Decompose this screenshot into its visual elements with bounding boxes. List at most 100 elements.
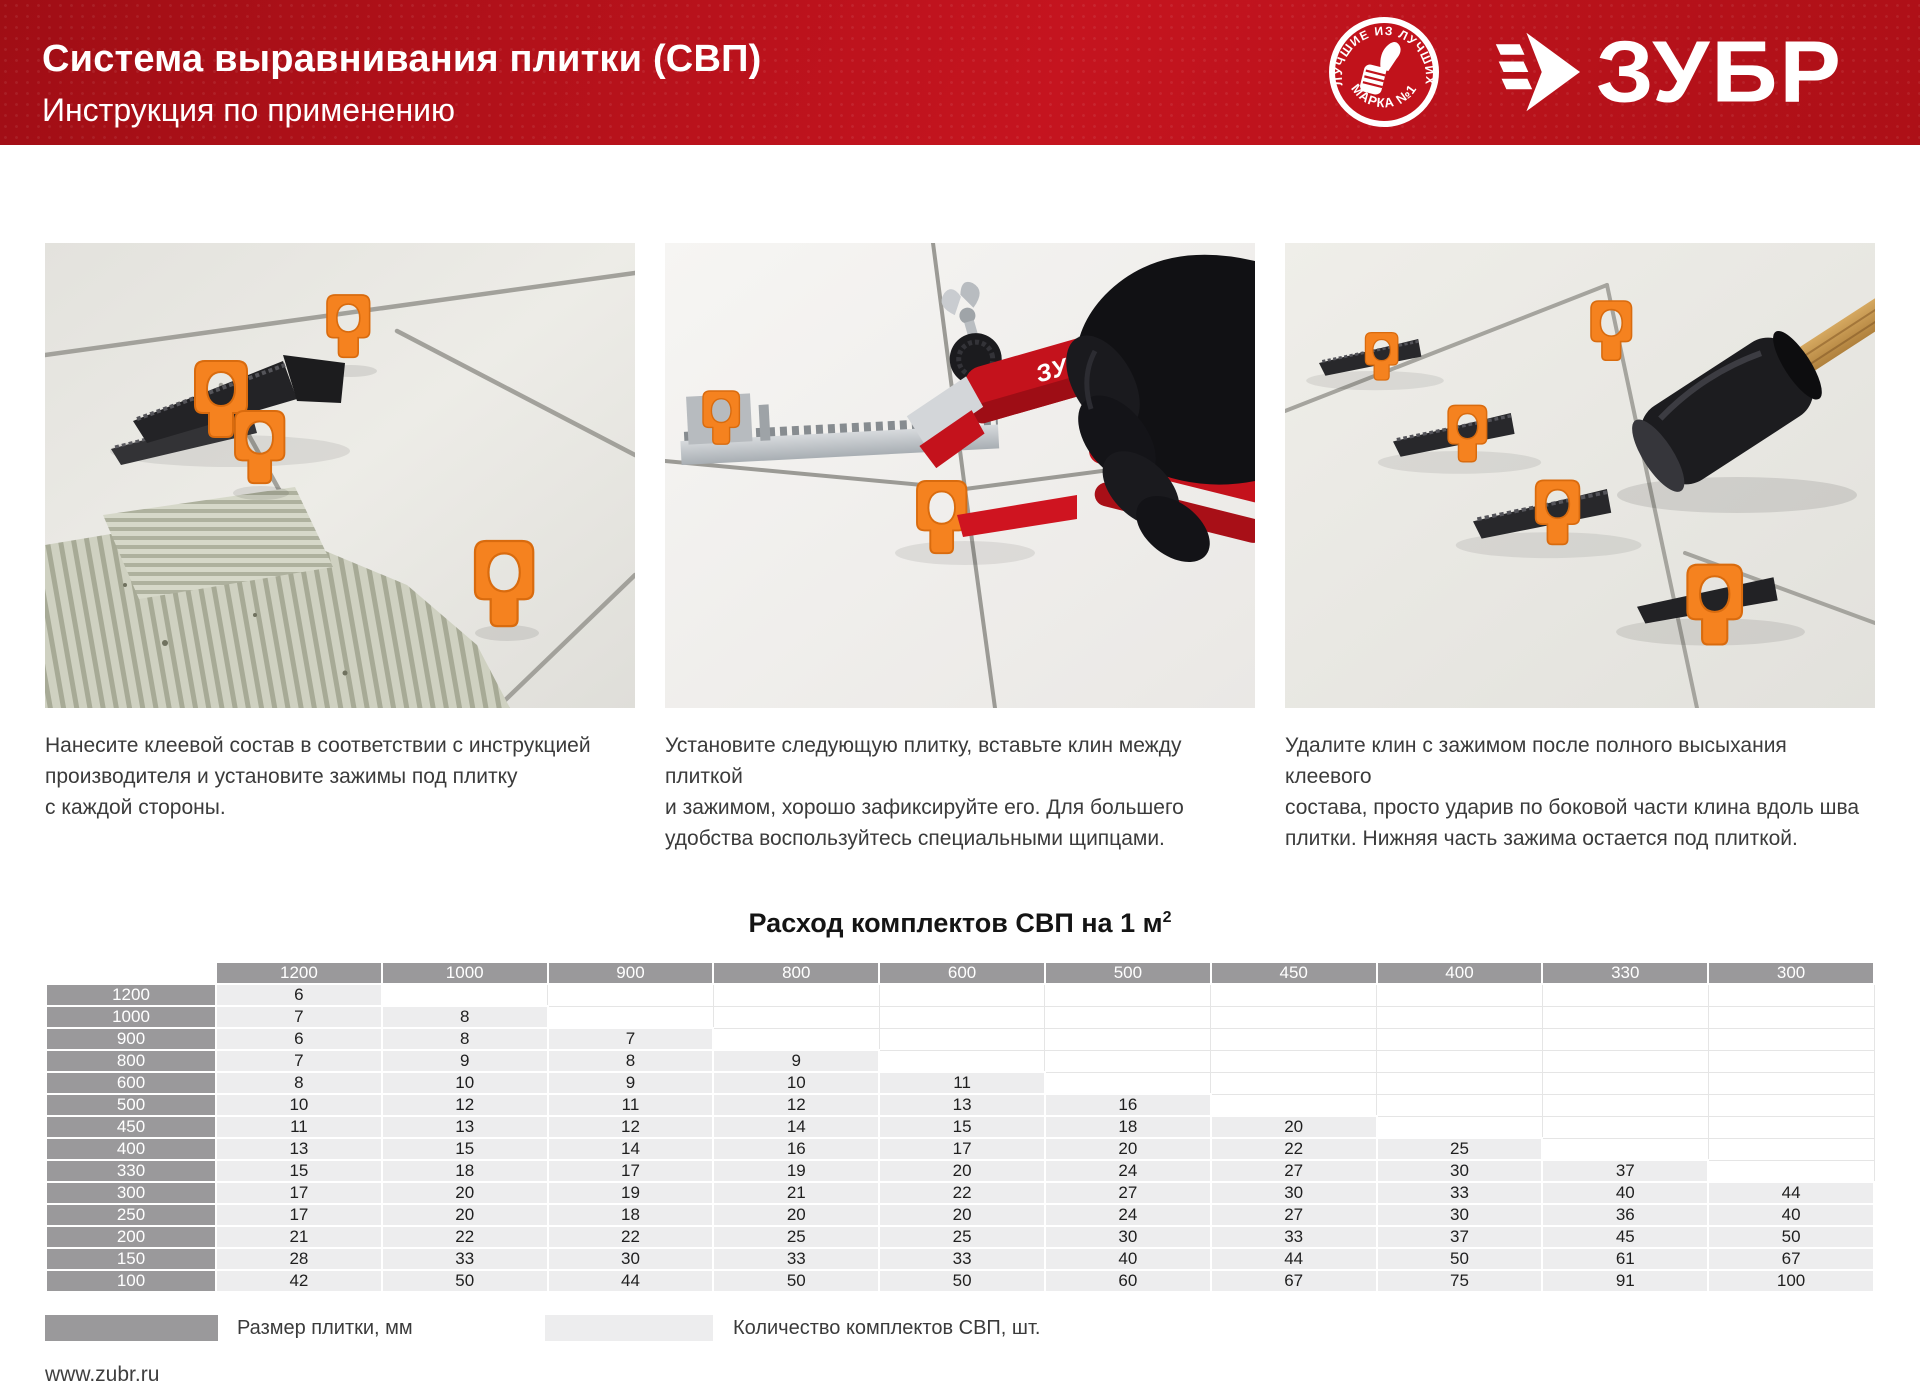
photo-step-2: ЗУБР [665,243,1255,708]
row-label-500: 500 [45,1093,217,1117]
table-corner-cell [46,962,216,984]
instruction-photos: ЗУБР [45,243,1875,708]
qty-cell: 50 [878,1269,1046,1293]
qty-cell: 50 [380,1269,549,1293]
qty-cell: 9 [712,1049,881,1073]
legend-swatch-tile-size [45,1315,218,1341]
qty-cell: 10 [380,1071,549,1095]
empty-cell [1376,1115,1543,1139]
row-label-450: 450 [45,1115,217,1139]
table-row-450: 450 11 13 12 14 15 18 20 [45,1115,1875,1139]
qty-cell: 33 [1209,1225,1378,1249]
empty-cell [712,983,880,1007]
table-title: Расход комплектов СВП на 1 м2 [0,908,1920,939]
qty-cell: 15 [380,1137,549,1161]
qty-cell: 12 [712,1093,881,1117]
qty-cell: 24 [1043,1159,1212,1183]
table-row-500: 500 10 12 11 12 13 16 [45,1093,1875,1117]
col-header-300: 300 [1707,961,1875,985]
qty-cell: 17 [878,1137,1046,1161]
superscript-2: 2 [1162,909,1172,926]
red-wedge-icon [957,495,1077,537]
empty-cell [1707,1115,1875,1139]
empty-cell [1376,1093,1543,1117]
qty-cell: 22 [380,1225,549,1249]
wedge-clip-assembly [1306,331,1444,391]
wedge-icon [133,361,297,443]
row-label-250: 250 [45,1203,217,1227]
qty-cell: 27 [1209,1159,1378,1183]
mallet-handle [1792,243,1875,375]
qty-cell: 20 [1209,1115,1378,1139]
table-row-1200: 1200 6 [45,983,1875,1007]
empty-cell [1210,1027,1378,1051]
adhesive-combed-patch [103,487,333,599]
qty-cell: 6 [215,1027,383,1051]
table-row-300: 300 17 20 19 21 22 27 30 33 40 44 [45,1181,1875,1205]
wedge-clip-assembly [110,355,350,467]
qty-cell: 20 [878,1203,1046,1227]
table-row-1000: 1000 7 8 [45,1005,1875,1029]
qty-cell: 45 [1541,1225,1710,1249]
content: ЗУБР [0,243,1920,1387]
quality-badge-best-of-best: ЛУЧШИЕ ИЗ ЛУЧШИХ МАРКА №1 [1329,17,1439,127]
empty-cell [381,983,549,1007]
qty-cell: 50 [1707,1225,1875,1249]
row-label-300: 300 [45,1181,217,1205]
qty-cell: 67 [1707,1247,1875,1271]
wedge-clip-assembly [1455,479,1642,559]
qty-cell: 16 [1043,1093,1212,1117]
table-head: 1200 1000 900 800 600 500 450 400 330 300 [46,961,1875,985]
row-label-600: 600 [45,1071,217,1095]
empty-cell [1541,1005,1709,1029]
qty-cell: 22 [878,1181,1046,1205]
qty-cell: 21 [215,1225,383,1249]
qty-cell: 44 [546,1269,715,1293]
row-label-1200: 1200 [45,983,217,1007]
row-label-150: 150 [45,1247,217,1271]
col-header-1200: 1200 [215,961,383,985]
table-row-200: 200 21 22 22 25 25 30 33 37 45 50 [45,1225,1875,1249]
qty-cell: 7 [546,1027,715,1051]
qty-cell: 11 [215,1115,383,1139]
empty-cell [1541,1093,1709,1117]
qty-cell: 67 [1209,1269,1378,1293]
legend-label-kit-count: Количество комплектов СВП, шт. [733,1317,1041,1339]
qty-cell: 30 [1375,1203,1544,1227]
empty-cell [1376,1049,1543,1073]
col-header-800: 800 [712,961,881,985]
site-url: www.zubr.ru [45,1363,160,1386]
col-header-900: 900 [546,961,715,985]
qty-cell: 8 [546,1049,715,1073]
qty-cell: 22 [1209,1137,1378,1161]
qty-cell: 24 [1043,1203,1212,1227]
col-header-450: 450 [1209,961,1378,985]
empty-cell [1707,1005,1875,1029]
empty-cell [1210,1005,1378,1029]
qty-cell: 19 [712,1159,881,1183]
col-header-500: 500 [1043,961,1212,985]
empty-cell [1044,1071,1212,1095]
qty-cell: 19 [546,1181,715,1205]
qty-cell: 91 [1541,1269,1710,1293]
qty-cell: 25 [878,1225,1046,1249]
table-row-900: 900 6 8 7 [45,1027,1875,1051]
table-row-100: 100 42 50 44 50 50 60 67 75 91 100 [45,1269,1875,1293]
table-row-250: 250 17 20 18 20 20 24 27 30 36 40 [45,1203,1875,1227]
empty-cell [1376,983,1543,1007]
table-row-330: 330 15 18 17 19 20 24 27 30 37 [45,1159,1875,1183]
qty-cell: 33 [878,1247,1046,1271]
col-header-330: 330 [1541,961,1710,985]
tile-floor [1285,243,1875,708]
step-caption-1: Нанесите клеевой состав в соответствии с… [45,734,591,819]
empty-cell [1541,1137,1709,1161]
qty-cell: 40 [1707,1203,1875,1227]
qty-cell: 30 [1209,1181,1378,1205]
qty-cell: 13 [215,1137,383,1161]
row-label-400: 400 [45,1137,217,1161]
table-row-600: 600 8 10 9 10 11 [45,1071,1875,1095]
step-caption-3: Удалите клин с зажимом после полного выс… [1285,734,1860,850]
empty-cell [1376,1071,1543,1095]
qty-cell: 30 [546,1247,715,1271]
qty-cell: 13 [878,1093,1046,1117]
